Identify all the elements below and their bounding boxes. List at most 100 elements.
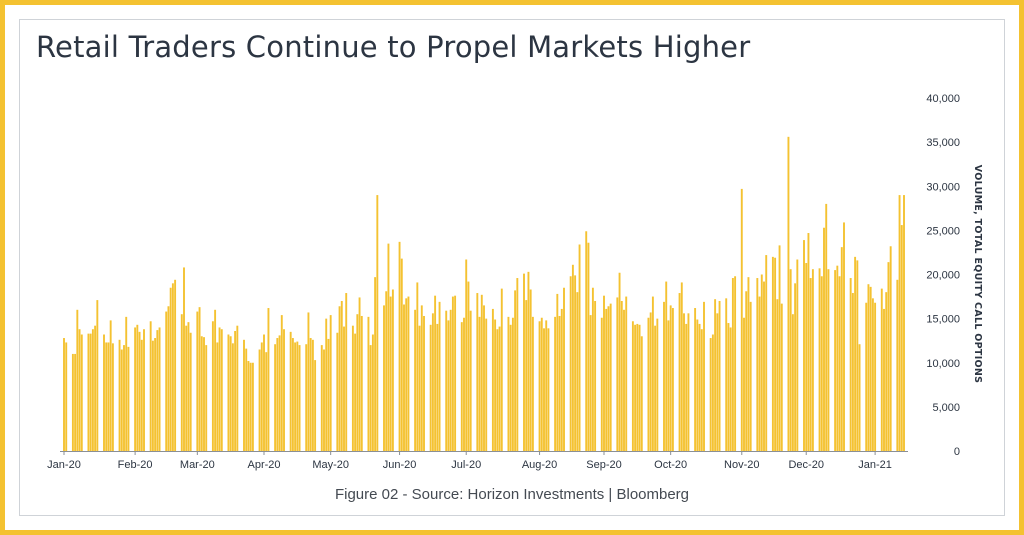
bar	[827, 269, 830, 451]
y-tick-label: 0	[954, 446, 960, 458]
bar	[354, 333, 357, 451]
x-tick-label: Nov-20	[724, 459, 759, 471]
bar	[883, 308, 885, 451]
bar	[874, 302, 877, 451]
bar	[560, 308, 563, 451]
x-tick-label: Aug-20	[522, 459, 557, 471]
bar	[376, 195, 379, 451]
bar	[311, 339, 314, 451]
bar	[296, 341, 299, 451]
bar	[529, 289, 532, 451]
bar	[423, 315, 425, 451]
bar	[776, 299, 779, 451]
bar	[105, 342, 108, 451]
bar	[125, 316, 128, 451]
bar	[585, 231, 588, 451]
bar	[151, 340, 154, 451]
bar	[849, 278, 852, 451]
bar	[647, 317, 650, 451]
x-tick-label: Feb-20	[118, 459, 153, 471]
bar	[336, 332, 339, 451]
bar	[763, 281, 765, 451]
bar	[323, 349, 325, 451]
bar	[694, 308, 697, 451]
bar	[407, 296, 410, 451]
bar	[400, 258, 403, 451]
bar	[638, 324, 641, 451]
bar	[134, 327, 137, 451]
bar	[667, 320, 670, 451]
bar	[414, 309, 417, 451]
bar	[625, 296, 628, 451]
bar	[836, 265, 839, 451]
bar	[851, 293, 854, 451]
bar	[885, 292, 888, 451]
bar	[431, 313, 434, 451]
bar	[543, 328, 545, 451]
x-tick-label: Jan-21	[858, 459, 892, 471]
bar	[338, 306, 341, 451]
bar	[527, 271, 530, 451]
bar	[280, 315, 283, 451]
bar	[843, 222, 845, 451]
bar	[205, 345, 208, 451]
bar	[327, 338, 330, 451]
bar	[463, 317, 465, 451]
bar	[900, 225, 903, 451]
bar	[429, 324, 432, 451]
bar	[609, 303, 612, 451]
bar	[640, 336, 643, 451]
bar	[858, 344, 861, 451]
bar	[80, 334, 83, 451]
bar	[374, 277, 377, 451]
bar	[685, 323, 688, 451]
bar	[467, 281, 470, 451]
x-tick-label: Sep-20	[586, 459, 621, 471]
bar	[620, 300, 623, 451]
bar	[854, 256, 857, 451]
bar	[369, 345, 372, 451]
y-tick-label: 40,000	[926, 93, 960, 105]
bar	[811, 269, 814, 451]
bar	[485, 318, 488, 452]
bar	[123, 345, 125, 451]
figure-caption: Figure 02 - Source: Horizon Investments …	[334, 486, 690, 503]
bar	[574, 275, 577, 451]
bar	[616, 297, 619, 451]
bar	[196, 311, 199, 451]
bar	[391, 289, 394, 451]
bar	[791, 314, 794, 451]
bar	[314, 360, 317, 451]
bar	[889, 246, 892, 451]
bar	[818, 268, 821, 451]
bar	[571, 264, 574, 451]
bar	[418, 325, 421, 451]
bar	[656, 318, 659, 452]
bar	[500, 288, 503, 451]
bar	[600, 317, 603, 451]
bar	[118, 339, 121, 451]
bar	[569, 276, 572, 451]
y-tick-label: 20,000	[926, 270, 960, 282]
bar	[678, 293, 681, 451]
bar	[465, 259, 468, 451]
bar	[158, 327, 161, 451]
bar	[589, 315, 592, 451]
bar	[476, 293, 479, 451]
y-tick-label: 30,000	[926, 181, 960, 193]
bar	[840, 247, 843, 451]
bar	[140, 339, 143, 451]
bar	[389, 296, 392, 451]
bar	[774, 257, 777, 451]
bar	[291, 338, 294, 451]
bar	[747, 277, 750, 451]
bar	[345, 293, 348, 451]
bar	[251, 362, 254, 451]
bar	[743, 317, 745, 451]
bar	[825, 203, 828, 451]
bar	[805, 263, 808, 451]
bar	[294, 342, 297, 451]
bar	[634, 324, 637, 451]
bar	[360, 315, 363, 451]
